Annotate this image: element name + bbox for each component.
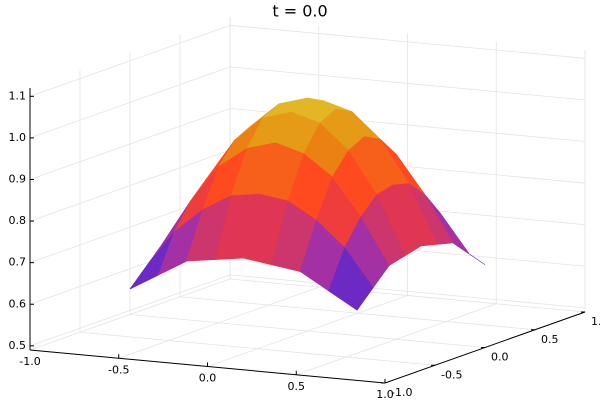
- grid-line: [29, 24, 231, 97]
- x-tick-label: -0.5: [108, 363, 129, 376]
- y-tick-label: -1.0: [391, 386, 412, 399]
- grid-line: [29, 66, 231, 139]
- chart-title: t = 0.0: [272, 2, 327, 21]
- grid-line: [29, 108, 231, 180]
- z-tick-label: 0.7: [9, 256, 27, 269]
- grid-line: [29, 149, 231, 222]
- z-tick-label: 0.9: [9, 172, 27, 185]
- x-tick-label: -1.0: [19, 355, 40, 368]
- grid-line: [179, 296, 536, 331]
- grid-line: [229, 274, 586, 309]
- z-tick-label: 0.8: [9, 214, 27, 227]
- y-tick-label: -0.5: [441, 368, 462, 381]
- x-tick-label: 0.5: [288, 380, 306, 393]
- grid-line: [29, 274, 231, 347]
- z-tick-label: 0.5: [9, 339, 27, 352]
- grid-line: [79, 331, 436, 366]
- y-tick-label: 0.0: [491, 351, 509, 364]
- z-tick-label: 1.0: [9, 131, 27, 144]
- x-tick-label: 0.0: [199, 372, 217, 385]
- y-tick-label: 0.5: [541, 333, 559, 346]
- z-tick-label: 0.6: [9, 297, 27, 310]
- z-tick-label: 1.1: [9, 89, 27, 102]
- y-tick-label: 1.0: [591, 315, 600, 328]
- grid-line: [229, 278, 586, 313]
- grid-line: [229, 66, 586, 101]
- x-tick-label: 1.0: [376, 388, 394, 400]
- surface-cell: [328, 247, 374, 311]
- grid-line: [129, 314, 486, 348]
- grid-line: [229, 24, 586, 59]
